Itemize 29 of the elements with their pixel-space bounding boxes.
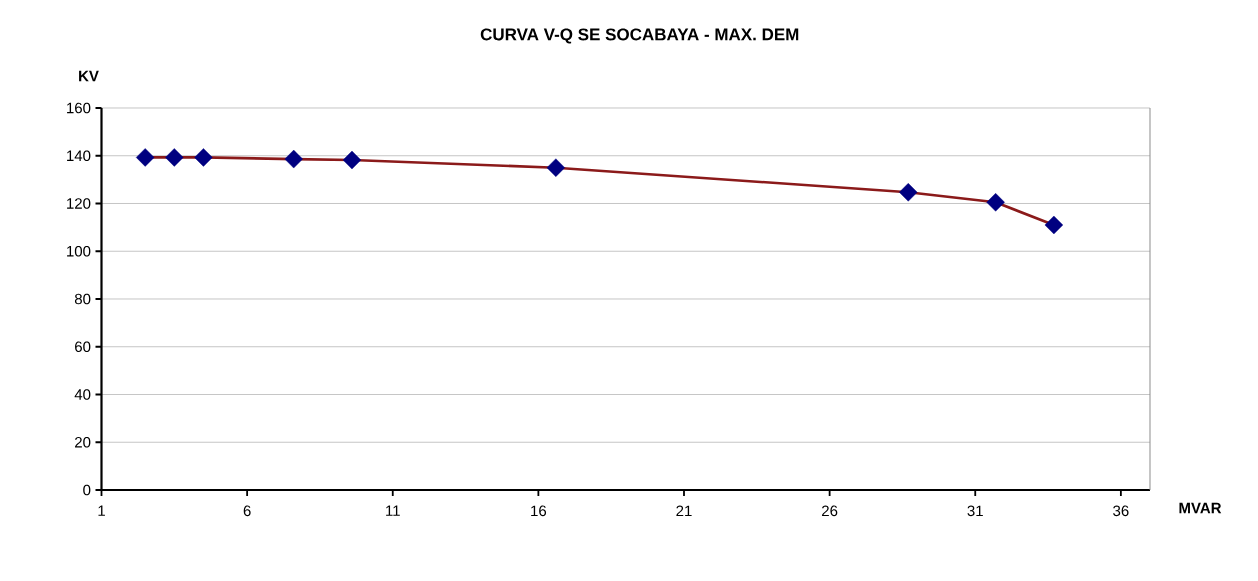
y-axis-title: KV (79, 70, 99, 82)
point (194, 148, 213, 167)
x-tick-label: 11 (386, 505, 400, 516)
x-tick-label: 6 (243, 505, 251, 517)
point (986, 193, 1005, 212)
point (342, 150, 362, 170)
point (899, 183, 918, 202)
point (546, 158, 566, 177)
chart-title: CURVA V-Q SE SOCABAYA - MAX. DEM (480, 28, 799, 44)
y-tick-label: 160 (67, 102, 91, 114)
y-tick-label: 120 (67, 198, 91, 209)
x-tick-label: 31 (967, 505, 983, 517)
x-tick-label: 36 (1113, 505, 1129, 517)
y-tick-label: 140 (67, 150, 91, 162)
point (1044, 215, 1064, 235)
x-axis-title: MVAR (1179, 502, 1222, 514)
y-tick-label: 60 (75, 341, 91, 353)
point (165, 148, 184, 167)
point (136, 148, 155, 167)
x-tick-label: 26 (822, 505, 838, 517)
x-tick-label: 1 (98, 505, 105, 516)
y-tick-label: 20 (75, 436, 91, 448)
y-tick-label: 40 (74, 389, 91, 400)
y-tick-label: 0 (83, 484, 91, 496)
y-tick-label: 100 (67, 245, 91, 257)
point (284, 149, 303, 169)
x-tick-label: 21 (676, 505, 692, 517)
x-tick-label: 16 (531, 505, 547, 517)
y-tick-label: 80 (74, 293, 91, 305)
